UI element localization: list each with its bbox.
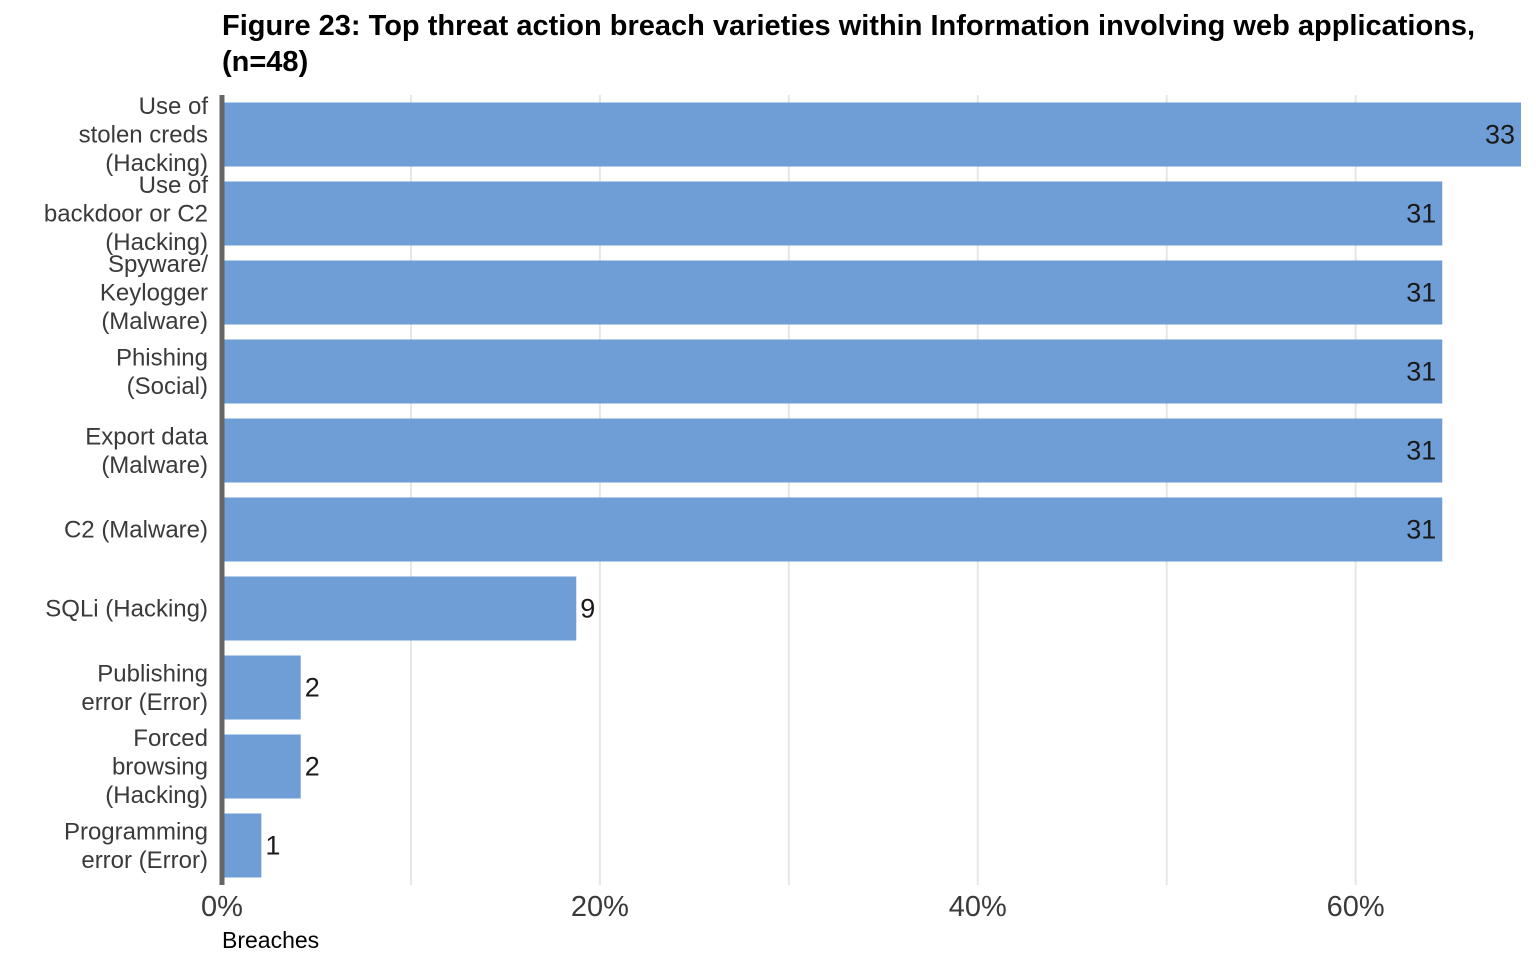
- category-label: Use of stolen creds (Hacking): [79, 93, 209, 177]
- x-axis-title: Breaches: [222, 927, 319, 953]
- bar: [222, 181, 1443, 246]
- value-label: 2: [305, 673, 320, 703]
- category-label: Programming error (Error): [64, 818, 208, 874]
- category-label: Phishing (Social): [116, 344, 208, 400]
- bars: [222, 102, 1521, 878]
- category-label: Use of backdoor or C2 (Hacking): [44, 172, 208, 256]
- bar: [222, 418, 1443, 483]
- bar: [222, 497, 1443, 562]
- x-tick-labels: 0% 20% 40% 60%: [201, 891, 1385, 923]
- value-label: 31: [1406, 278, 1436, 308]
- x-tick-label: 40%: [949, 891, 1007, 923]
- bar: [222, 339, 1443, 404]
- x-tick-label: 20%: [571, 891, 629, 923]
- value-label: 31: [1406, 436, 1436, 466]
- value-label: 33: [1485, 120, 1515, 150]
- value-label: 31: [1406, 515, 1436, 545]
- category-label: C2 (Malware): [64, 517, 208, 544]
- value-label: 1: [265, 831, 280, 861]
- bar: [222, 260, 1443, 325]
- bar: [222, 734, 301, 799]
- category-label: Forced browsing (Hacking): [105, 725, 208, 809]
- value-label: 2: [305, 752, 320, 782]
- category-label: SQLi (Hacking): [45, 596, 208, 623]
- chart-title: Figure 23: Top threat action breach vari…: [222, 10, 1476, 78]
- bar: [222, 102, 1521, 167]
- value-label: 9: [580, 594, 595, 624]
- category-label: Export data (Malware): [85, 423, 208, 479]
- category-label: Publishing error (Error): [81, 660, 208, 716]
- bar: [222, 576, 577, 641]
- value-label: 31: [1406, 199, 1436, 229]
- x-tick-label: 60%: [1327, 891, 1385, 923]
- bar: [222, 813, 262, 878]
- category-label: Spyware/Keylogger (Malware): [100, 251, 208, 335]
- bar: [222, 655, 301, 720]
- value-labels: 33 31 31 31 31 31 9 2 2 1: [265, 120, 1515, 861]
- category-labels: Use of stolen creds (Hacking)Use of backdoo…: [44, 93, 209, 874]
- value-label: 31: [1406, 357, 1436, 387]
- x-tick-label: 0%: [201, 891, 243, 923]
